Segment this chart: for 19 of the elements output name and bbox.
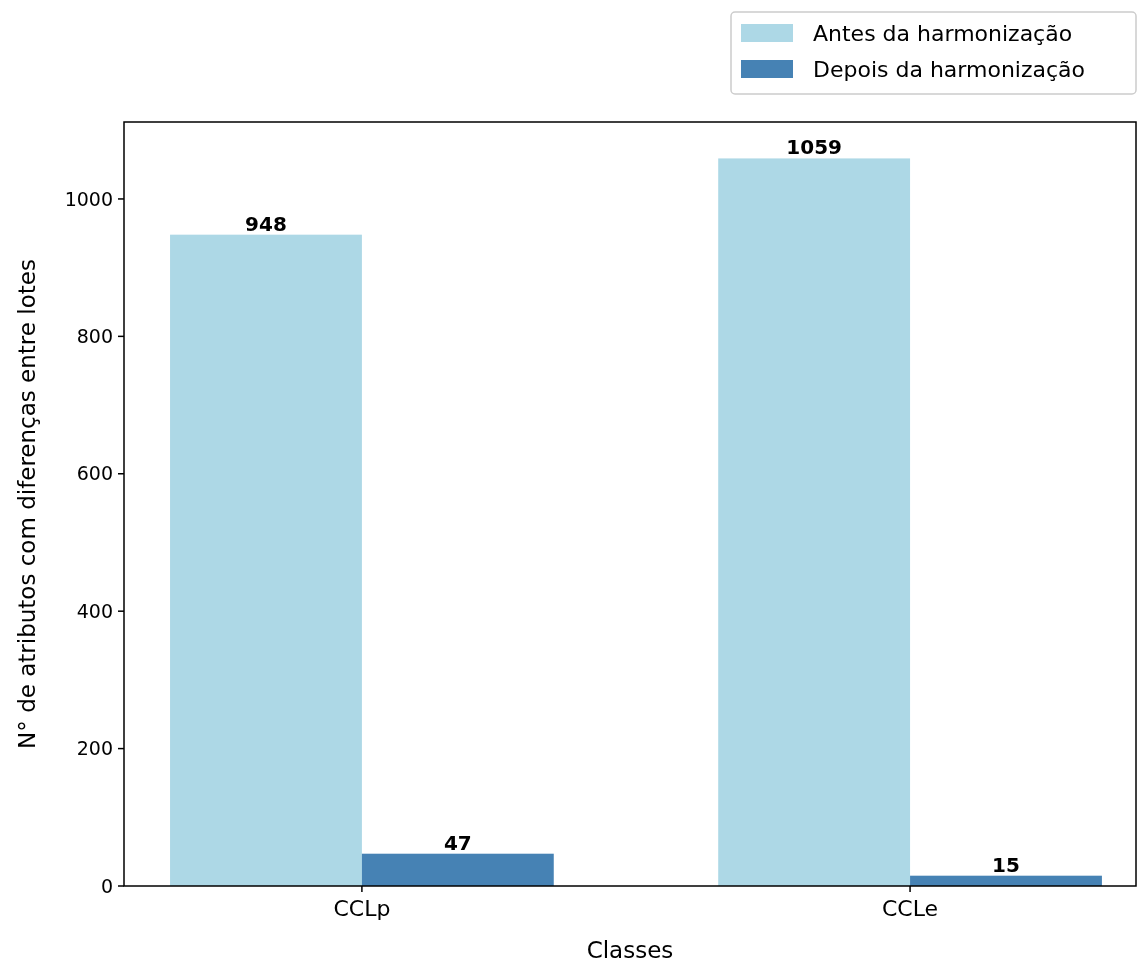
y-tick-label: 600 <box>76 462 113 485</box>
x-axis-title: Classes <box>586 937 674 960</box>
data-label: 15 <box>992 852 1020 877</box>
legend-label: Depois da harmonização <box>813 56 1086 82</box>
data-label: 47 <box>443 830 472 855</box>
y-tick-label: 200 <box>76 737 113 760</box>
bar <box>718 158 911 886</box>
legend-label: Antes da harmonização <box>813 20 1073 46</box>
y-tick-label: 400 <box>76 599 113 622</box>
y-tick-label: 800 <box>76 325 113 348</box>
data-label: 948 <box>245 211 287 236</box>
x-tick-label: CCLp <box>333 896 391 921</box>
bar <box>170 234 362 886</box>
data-label: 1059 <box>786 135 842 160</box>
y-axis-title: N° de atributos com diferenças entre lotes <box>14 259 40 749</box>
y-tick-label: 1000 <box>64 187 113 210</box>
bar <box>361 853 554 886</box>
y-tick-label: 0 <box>100 874 113 897</box>
x-tick-label: CCLe <box>881 896 939 921</box>
